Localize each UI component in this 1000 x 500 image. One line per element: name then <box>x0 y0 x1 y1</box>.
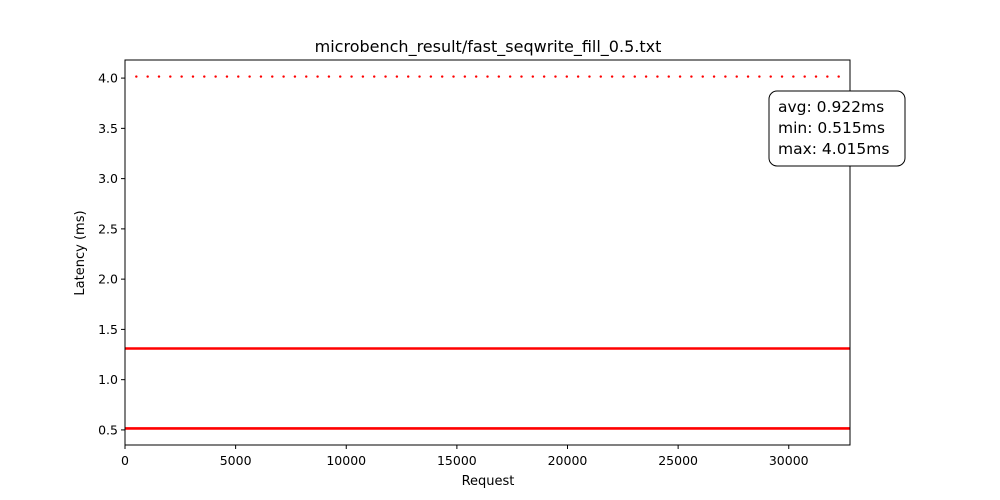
y-tick-label: 2.0 <box>98 272 118 287</box>
y-tick-label: 1.0 <box>98 372 118 387</box>
data-point <box>769 75 772 78</box>
x-tick-label: 15000 <box>437 453 477 468</box>
y-tick-label: 2.5 <box>98 221 118 236</box>
stats-annotation-box <box>768 90 906 167</box>
data-point <box>429 75 433 78</box>
data-point <box>135 75 138 78</box>
y-axis-label: Latency (ms) <box>73 210 88 295</box>
y-tick-label: 0.5 <box>98 422 118 437</box>
data-point <box>520 75 523 78</box>
data-point <box>712 75 716 78</box>
data-point <box>792 75 795 78</box>
plot-area <box>125 75 850 430</box>
data-point <box>248 75 251 78</box>
data-point <box>373 75 376 78</box>
data-point <box>656 75 659 78</box>
x-tick-label: 10000 <box>326 453 366 468</box>
data-point <box>837 75 840 78</box>
data-point <box>203 75 206 78</box>
data-point <box>667 75 670 78</box>
data-point <box>826 75 829 78</box>
data-point <box>724 75 727 78</box>
data-point <box>463 75 467 78</box>
data-point <box>282 75 285 78</box>
x-tick-label: 20000 <box>548 453 588 468</box>
data-point <box>814 75 818 78</box>
data-point <box>407 75 410 78</box>
stats-max: max: 4.015ms <box>778 140 889 158</box>
data-point <box>610 75 614 78</box>
x-axis: 0 5000 10000 15000 20000 25000 30000 <box>121 445 809 468</box>
data-point <box>474 75 478 78</box>
data-point <box>169 75 172 78</box>
y-tick-label: 4.0 <box>98 71 118 86</box>
data-point <box>418 75 421 78</box>
x-tick-label: 30000 <box>769 453 809 468</box>
x-tick-label: 25000 <box>658 453 698 468</box>
data-point <box>588 75 591 78</box>
data-point <box>157 75 161 78</box>
chart-title: microbench_result/fast_seqwrite_fill_0.5… <box>315 37 662 57</box>
data-point <box>701 75 704 78</box>
y-axis: 0.5 1.0 1.5 2.0 2.5 3.0 3.5 4.0 <box>98 71 125 437</box>
data-point <box>780 75 784 78</box>
data-point <box>180 75 183 78</box>
data-point <box>678 75 682 78</box>
data-point <box>146 75 149 78</box>
data-point <box>350 75 353 78</box>
data-point <box>237 75 240 78</box>
data-point <box>497 75 501 78</box>
data-point <box>259 75 263 78</box>
data-point <box>293 75 297 78</box>
data-point <box>803 75 806 78</box>
stats-annotation: avg: 0.922ms min: 0.515ms max: 4.015ms <box>768 90 906 167</box>
x-tick-label: 5000 <box>220 453 252 468</box>
x-axis-label: Request <box>462 474 515 489</box>
plot-frame <box>124 59 851 446</box>
data-point <box>508 75 512 78</box>
data-point <box>746 75 750 78</box>
data-point <box>214 75 217 78</box>
data-point <box>191 75 195 78</box>
data-point <box>633 75 636 78</box>
y-tick-label: 3.0 <box>98 171 118 186</box>
data-point <box>339 75 342 78</box>
y-tick-label: 3.5 <box>98 121 118 136</box>
data-point <box>305 75 308 78</box>
data-point <box>576 75 580 78</box>
data-point <box>758 75 761 78</box>
y-tick-label: 1.5 <box>98 322 118 337</box>
data-point <box>316 75 319 78</box>
data-point <box>225 75 229 78</box>
stats-avg: avg: 0.922ms <box>778 98 884 116</box>
data-point <box>542 75 546 78</box>
x-tick-label: 0 <box>121 453 129 468</box>
data-point <box>452 75 455 78</box>
data-point <box>531 75 535 78</box>
data-point <box>599 75 602 78</box>
data-point <box>384 75 387 78</box>
data-point <box>622 75 625 78</box>
data-point <box>690 75 693 78</box>
data-point <box>440 75 444 78</box>
data-point <box>361 75 365 78</box>
data-point <box>644 75 648 78</box>
data-point <box>486 75 489 78</box>
data-point <box>395 75 399 78</box>
data-point <box>735 75 738 78</box>
stats-min: min: 0.515ms <box>778 119 885 137</box>
data-point <box>327 75 331 78</box>
data-point <box>554 75 557 78</box>
data-point <box>565 75 568 78</box>
data-point <box>271 75 274 78</box>
